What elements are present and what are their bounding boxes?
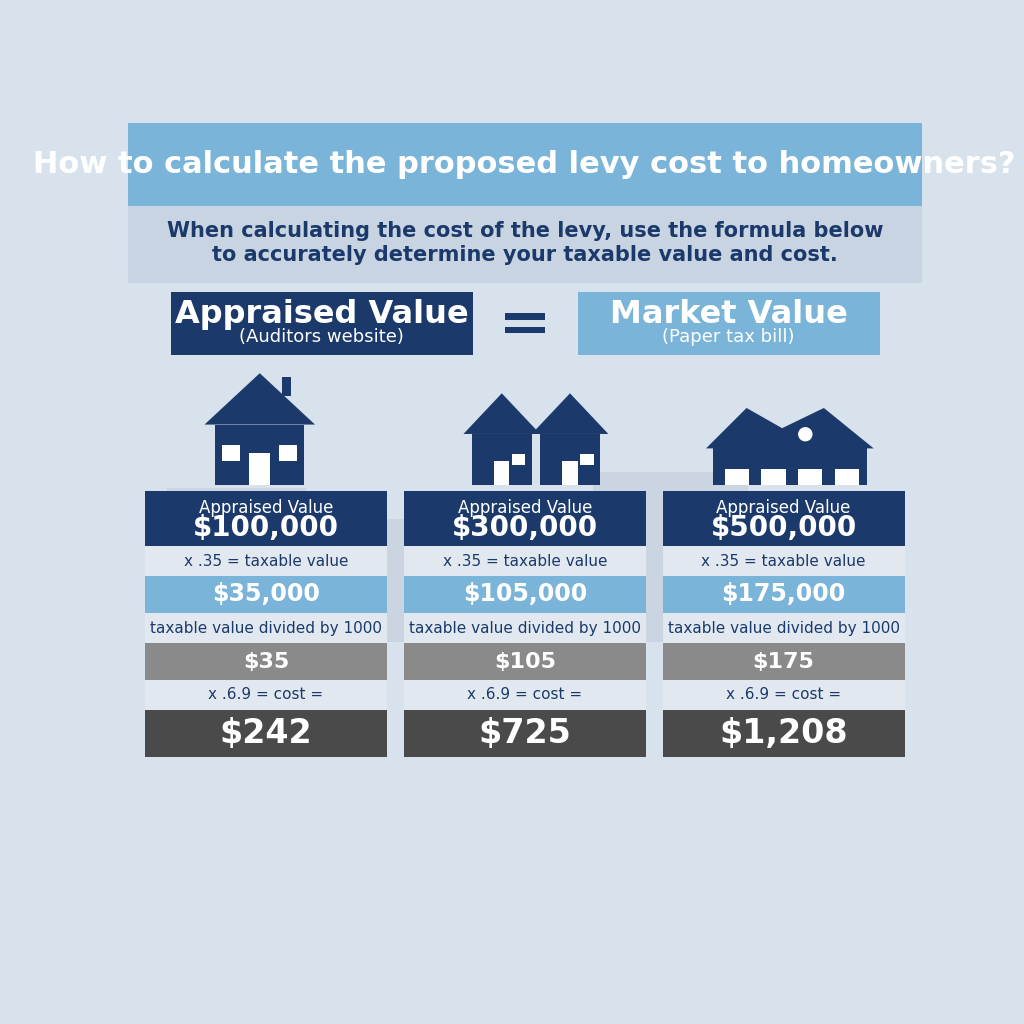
Polygon shape [249,453,270,484]
Text: $175,000: $175,000 [722,582,846,606]
Text: $500,000: $500,000 [711,514,857,542]
FancyBboxPatch shape [330,519,423,642]
FancyBboxPatch shape [663,575,904,612]
FancyBboxPatch shape [505,328,545,334]
FancyBboxPatch shape [403,643,646,680]
Polygon shape [512,454,525,466]
Polygon shape [215,425,304,484]
Polygon shape [713,449,867,484]
Text: $242: $242 [219,717,312,750]
Polygon shape [222,444,241,461]
Text: Appraised Value: Appraised Value [458,499,592,517]
FancyBboxPatch shape [505,313,545,319]
Text: x .6.9 = cost =: x .6.9 = cost = [726,687,841,702]
Polygon shape [562,461,578,484]
FancyBboxPatch shape [403,612,646,643]
Text: $725: $725 [478,717,571,750]
FancyBboxPatch shape [128,123,922,911]
Text: (Paper tax bill): (Paper tax bill) [663,329,795,346]
FancyBboxPatch shape [145,643,387,680]
Text: $105: $105 [494,652,556,672]
Polygon shape [464,393,540,434]
Text: Appraised Value: Appraised Value [199,499,333,517]
FancyBboxPatch shape [663,643,904,680]
FancyBboxPatch shape [145,710,387,758]
FancyBboxPatch shape [403,547,646,575]
Text: $1,208: $1,208 [719,717,848,750]
FancyBboxPatch shape [145,680,387,710]
Text: When calculating the cost of the levy, use the formula below: When calculating the cost of the levy, u… [167,221,883,242]
Text: $175: $175 [753,652,814,672]
Text: $105,000: $105,000 [463,582,587,606]
Text: x .6.9 = cost =: x .6.9 = cost = [209,687,324,702]
Polygon shape [706,408,873,449]
Text: to accurately determine your taxable value and cost.: to accurately determine your taxable val… [212,245,838,264]
Text: x .35 = taxable value: x .35 = taxable value [701,554,866,568]
Text: Appraised Value: Appraised Value [175,299,469,330]
FancyBboxPatch shape [403,710,646,758]
FancyBboxPatch shape [663,490,904,547]
FancyBboxPatch shape [128,206,922,283]
Polygon shape [531,393,608,434]
Text: taxable value divided by 1000: taxable value divided by 1000 [668,621,900,636]
FancyBboxPatch shape [403,490,646,547]
FancyBboxPatch shape [593,472,748,642]
FancyBboxPatch shape [663,680,904,710]
FancyBboxPatch shape [764,503,880,642]
FancyBboxPatch shape [663,547,904,575]
FancyBboxPatch shape [145,575,387,612]
Polygon shape [205,373,315,425]
Text: Appraised Value: Appraised Value [717,499,851,517]
Text: $300,000: $300,000 [452,514,598,542]
Text: Market Value: Market Value [609,299,848,330]
Text: (Auditors website): (Auditors website) [240,329,404,346]
FancyBboxPatch shape [145,612,387,643]
Polygon shape [725,469,750,484]
Text: taxable value divided by 1000: taxable value divided by 1000 [150,621,382,636]
FancyBboxPatch shape [171,292,473,355]
FancyBboxPatch shape [663,710,904,758]
FancyBboxPatch shape [663,612,904,643]
Polygon shape [472,434,531,484]
Text: x .35 = taxable value: x .35 = taxable value [183,554,348,568]
Polygon shape [798,469,822,484]
FancyBboxPatch shape [403,680,646,710]
Polygon shape [762,469,785,484]
Text: x .35 = taxable value: x .35 = taxable value [442,554,607,568]
Polygon shape [540,434,600,484]
Circle shape [799,428,812,440]
Text: $35: $35 [243,652,289,672]
FancyBboxPatch shape [128,123,922,206]
Polygon shape [495,461,510,484]
Polygon shape [835,469,859,484]
Text: x .6.9 = cost =: x .6.9 = cost = [467,687,583,702]
Polygon shape [280,444,297,461]
FancyBboxPatch shape [578,292,880,355]
FancyBboxPatch shape [167,487,306,642]
Text: $35,000: $35,000 [212,582,319,606]
FancyBboxPatch shape [403,575,646,612]
FancyBboxPatch shape [145,547,387,575]
Text: How to calculate the proposed levy cost to homeowners?: How to calculate the proposed levy cost … [34,150,1016,179]
Text: taxable value divided by 1000: taxable value divided by 1000 [409,621,641,636]
FancyBboxPatch shape [282,377,291,396]
Polygon shape [580,454,594,466]
Text: $100,000: $100,000 [193,514,339,542]
FancyBboxPatch shape [145,490,387,547]
